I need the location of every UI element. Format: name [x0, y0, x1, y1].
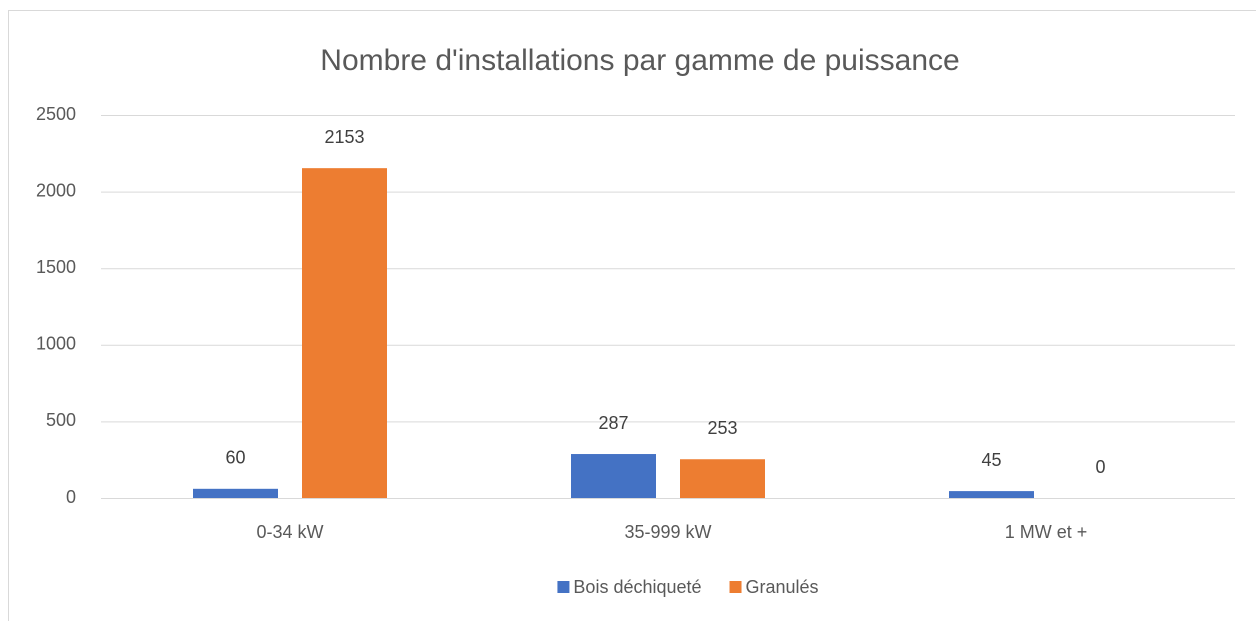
x-tick-label: 35-999 kW: [624, 522, 711, 542]
y-tick-label: 2000: [36, 180, 76, 200]
legend-swatch: [557, 581, 570, 593]
data-label: 0: [1095, 457, 1105, 477]
bar: [193, 488, 278, 498]
chart-title: Nombre d'installations par gamme de puis…: [320, 44, 959, 77]
data-label: 253: [707, 418, 737, 438]
legend-label: Bois déchiqueté: [573, 577, 701, 597]
bar: [949, 491, 1034, 498]
x-tick-label: 1 MW et +: [1005, 522, 1088, 542]
data-label: 45: [981, 450, 1001, 470]
y-tick-label: 1000: [36, 334, 76, 354]
chart-border: [8, 10, 1256, 621]
y-tick-label: 0: [66, 487, 76, 507]
bar: [571, 454, 656, 498]
y-tick-label: 500: [46, 410, 76, 430]
y-tick-label: 1500: [36, 257, 76, 277]
data-label: 60: [225, 448, 245, 468]
data-label: 2153: [324, 127, 364, 147]
y-tick-label: 2500: [36, 104, 76, 124]
data-label: 287: [598, 413, 628, 433]
x-tick-label: 0-34 kW: [256, 522, 323, 542]
legend-swatch: [729, 581, 742, 593]
bar: [680, 459, 765, 498]
legend-label: Granulés: [746, 577, 819, 597]
bar: [302, 168, 387, 498]
